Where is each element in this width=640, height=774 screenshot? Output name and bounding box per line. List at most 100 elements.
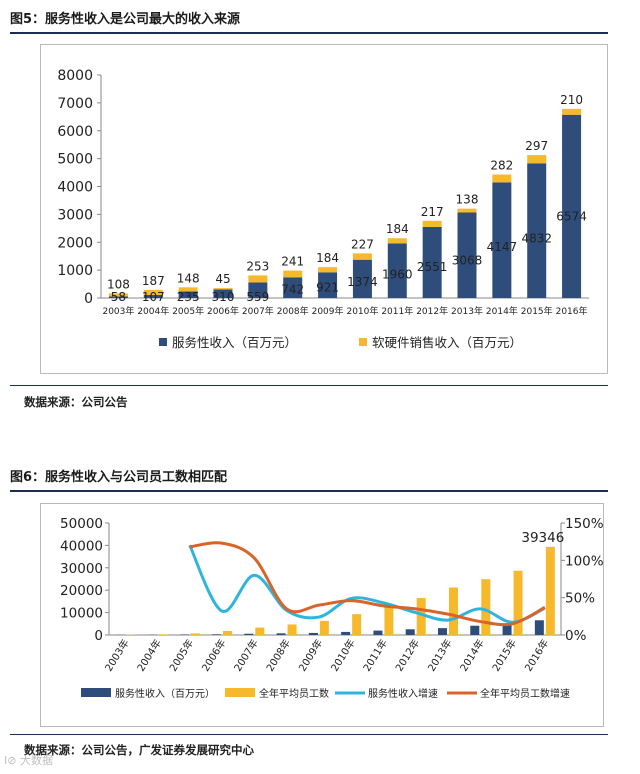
x-tick-label: 2016年 [522,637,552,674]
y-right-tick-label: 150% [565,516,603,532]
data-label-service: 58 [111,290,126,304]
bar-service-revenue [244,633,254,635]
legend-swatch-employees [225,688,255,697]
x-tick-label: 2003年 [102,305,134,317]
line-employee-growth [189,541,546,627]
bar-service-revenue [178,291,198,298]
bar-service-revenue [534,620,544,635]
bar-hardware-software-revenue [422,220,442,227]
data-label-service: 3068 [452,254,483,268]
y-left-tick-label: 10000 [60,606,103,622]
bar-hardware-software-revenue [352,253,372,260]
y-tick-label: 5000 [57,152,93,168]
bar-service-revenue [405,629,415,635]
x-tick-label: 2014年 [457,637,487,674]
y-tick-label: 4000 [57,180,93,196]
bar-hardware-software-revenue [318,267,338,273]
data-label-hardware-software: 187 [142,274,165,288]
bar-service-revenue [457,212,477,298]
bar-employees [255,627,265,635]
bar-employees [319,620,329,635]
data-label-service: 1960 [382,267,413,281]
data-label-hardware-software: 210 [560,93,583,107]
data-label-hardware-software: 241 [281,255,304,269]
x-tick-label: 2011年 [381,305,413,317]
legend-swatch-hardware-software [359,338,367,346]
bar-service-revenue [387,243,407,298]
x-tick-label: 2012年 [392,637,422,674]
data-label-hardware-software: 148 [177,271,200,285]
bar-service-revenue [212,634,221,635]
figure6-top-rule [10,490,608,492]
bar-service-revenue [527,163,547,298]
x-tick-label: 2006年 [207,305,239,317]
data-label-hardware-software: 282 [490,159,513,173]
bar-service-revenue [470,625,480,635]
figure6-bottom-rule [10,734,608,735]
bar-service-revenue [143,295,163,298]
x-tick-label: 2009年 [296,637,326,674]
legend-label-hardware-software: 软硬件销售收入（百万元） [372,335,522,350]
bar-service-revenue [341,631,351,635]
legend-label-service: 服务性收入（百万元） [115,687,215,700]
bar-service-revenue [318,272,338,298]
bar-service-revenue [213,289,233,298]
x-tick-label: 2014年 [486,305,518,317]
data-label-hardware-software: 227 [351,237,374,251]
watermark-logo: I⊘ 大数据 [4,754,53,767]
data-label-employees-2016: 39346 [521,530,564,546]
legend-swatch-service [159,338,167,346]
y-left-tick-label: 30000 [60,561,103,577]
legend-label-service-growth: 服务性收入增速 [368,687,438,700]
bar-hardware-software-revenue [283,270,303,278]
x-tick-label: 2004年 [137,305,169,317]
bar-service-revenue [276,633,286,635]
data-label-service: 6574 [556,210,587,224]
data-label-service: 921 [316,280,339,294]
data-label-hardware-software: 45 [215,272,230,286]
legend-label-employee-growth: 全年平均员工数增速 [480,687,570,700]
bar-employees [481,579,491,635]
figure5-panel: 0 1000 2000 3000 4000 5000 6000 7000 8000 108 58 20… [40,44,608,374]
data-label-hardware-software: 108 [107,277,130,291]
data-label-hardware-software: 138 [456,193,479,207]
figure5-chart: 0100020003000400050006000700080001085820… [57,68,589,350]
y-left-tick-label: 20000 [60,583,103,599]
data-label-service: 559 [246,290,269,304]
y-tick-label: 8000 [57,68,93,84]
figure5-title: 图5：服务性收入是公司最大的收入来源 [10,12,241,27]
y-tick-label: 3000 [57,207,93,223]
bar-service-revenue [502,624,512,635]
x-tick-label: 2010年 [328,637,358,674]
y-right-tick-label: 100% [565,553,603,569]
x-tick-label: 2007年 [231,637,261,674]
x-tick-label: 2005年 [172,305,204,317]
bar-service-revenue [562,114,582,298]
bar-service-revenue [422,226,442,298]
x-tick-label: 2015年 [489,637,519,674]
y-left-tick-label: 40000 [60,538,103,554]
bar-hardware-software-revenue [492,174,512,183]
x-tick-label: 2013年 [425,637,455,674]
y-tick-label: 7000 [57,96,93,112]
x-tick-label: 2010年 [346,305,378,317]
bar-hardware-software-revenue [213,288,233,290]
data-label-service: 4832 [521,231,552,245]
bar-hardware-software-revenue [178,287,198,292]
bar-employees [416,598,426,635]
bar-hardware-software-revenue [108,293,128,297]
bar-employees [223,630,232,635]
figure6-chart: 0 10000 20000 30000 40000 50000 0% 50% 100% 150% 2… [60,516,604,700]
x-tick-label: 2015年 [521,305,553,317]
y-tick-label: 1000 [57,263,93,279]
bar-hardware-software-revenue [248,275,268,283]
bar-employees [384,605,394,635]
bar-service-revenue [373,630,383,635]
y-left-tick-label: 50000 [60,516,103,532]
figure5-top-rule [10,32,608,34]
data-label-hardware-software: 184 [316,251,339,265]
data-label-service: 742 [281,283,304,297]
bar-employees [352,614,362,635]
data-label-hardware-software: 184 [386,222,409,236]
figure6-title: 图6：服务性收入与公司员工数相匹配 [10,470,228,485]
